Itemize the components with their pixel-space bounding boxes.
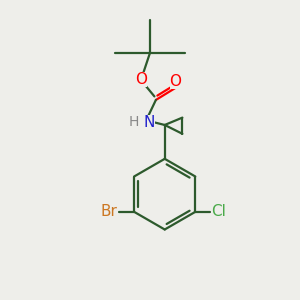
Text: Cl: Cl xyxy=(212,204,226,219)
Text: O: O xyxy=(169,74,181,89)
Text: H: H xyxy=(129,115,139,129)
Text: O: O xyxy=(135,72,147,87)
Text: N: N xyxy=(144,115,155,130)
Text: Br: Br xyxy=(101,204,118,219)
